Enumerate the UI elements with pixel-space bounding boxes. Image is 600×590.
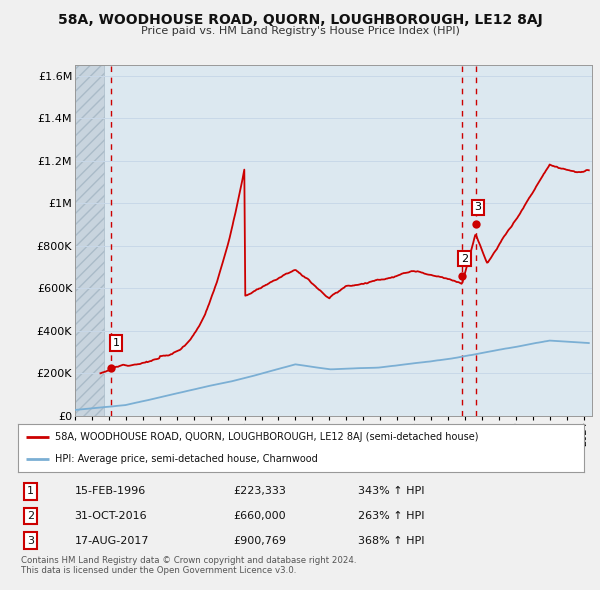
Text: £660,000: £660,000: [233, 511, 286, 521]
Text: 3: 3: [27, 536, 34, 546]
Text: Contains HM Land Registry data © Crown copyright and database right 2024.: Contains HM Land Registry data © Crown c…: [21, 556, 356, 565]
Text: 343% ↑ HPI: 343% ↑ HPI: [358, 487, 424, 496]
Text: 1: 1: [27, 487, 34, 496]
Text: 263% ↑ HPI: 263% ↑ HPI: [358, 511, 424, 521]
Text: 1: 1: [113, 338, 119, 348]
Text: 15-FEB-1996: 15-FEB-1996: [74, 487, 146, 496]
Text: £223,333: £223,333: [233, 487, 286, 496]
Text: 17-AUG-2017: 17-AUG-2017: [74, 536, 149, 546]
Text: This data is licensed under the Open Government Licence v3.0.: This data is licensed under the Open Gov…: [21, 566, 296, 575]
Text: 2: 2: [27, 511, 34, 521]
Text: 58A, WOODHOUSE ROAD, QUORN, LOUGHBOROUGH, LE12 8AJ: 58A, WOODHOUSE ROAD, QUORN, LOUGHBOROUGH…: [58, 13, 542, 27]
Text: 368% ↑ HPI: 368% ↑ HPI: [358, 536, 424, 546]
Text: £900,769: £900,769: [233, 536, 286, 546]
Text: HPI: Average price, semi-detached house, Charnwood: HPI: Average price, semi-detached house,…: [55, 454, 317, 464]
Text: 31-OCT-2016: 31-OCT-2016: [74, 511, 147, 521]
Text: Price paid vs. HM Land Registry's House Price Index (HPI): Price paid vs. HM Land Registry's House …: [140, 26, 460, 36]
Text: 3: 3: [475, 202, 482, 212]
Text: 2: 2: [461, 254, 468, 264]
Text: 58A, WOODHOUSE ROAD, QUORN, LOUGHBOROUGH, LE12 8AJ (semi-detached house): 58A, WOODHOUSE ROAD, QUORN, LOUGHBOROUGH…: [55, 432, 478, 442]
